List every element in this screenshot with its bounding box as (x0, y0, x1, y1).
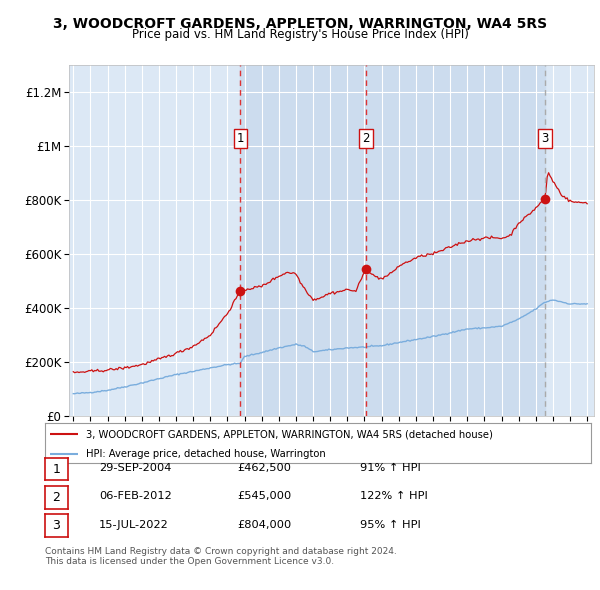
Text: 122% ↑ HPI: 122% ↑ HPI (360, 491, 428, 501)
Text: 29-SEP-2004: 29-SEP-2004 (99, 463, 172, 473)
Text: 3, WOODCROFT GARDENS, APPLETON, WARRINGTON, WA4 5RS (detached house): 3, WOODCROFT GARDENS, APPLETON, WARRINGT… (86, 430, 493, 440)
Text: 2: 2 (362, 132, 370, 145)
Text: 3: 3 (52, 519, 61, 532)
Text: Contains HM Land Registry data © Crown copyright and database right 2024.: Contains HM Land Registry data © Crown c… (45, 547, 397, 556)
Text: 1: 1 (236, 132, 244, 145)
Text: 15-JUL-2022: 15-JUL-2022 (99, 520, 169, 529)
Text: 91% ↑ HPI: 91% ↑ HPI (360, 463, 421, 473)
Text: 1: 1 (52, 463, 61, 476)
Text: £804,000: £804,000 (237, 520, 291, 529)
Bar (366, 65, 545, 416)
Text: HPI: Average price, detached house, Warrington: HPI: Average price, detached house, Warr… (86, 450, 326, 460)
Text: This data is licensed under the Open Government Licence v3.0.: This data is licensed under the Open Gov… (45, 558, 334, 566)
Text: £462,500: £462,500 (237, 463, 291, 473)
Bar (240, 65, 366, 416)
Text: 2: 2 (52, 491, 61, 504)
Text: 06-FEB-2012: 06-FEB-2012 (99, 491, 172, 501)
Text: £545,000: £545,000 (237, 491, 291, 501)
Text: 3, WOODCROFT GARDENS, APPLETON, WARRINGTON, WA4 5RS: 3, WOODCROFT GARDENS, APPLETON, WARRINGT… (53, 17, 547, 31)
Text: Price paid vs. HM Land Registry's House Price Index (HPI): Price paid vs. HM Land Registry's House … (131, 28, 469, 41)
Text: 95% ↑ HPI: 95% ↑ HPI (360, 520, 421, 529)
Text: 3: 3 (541, 132, 548, 145)
